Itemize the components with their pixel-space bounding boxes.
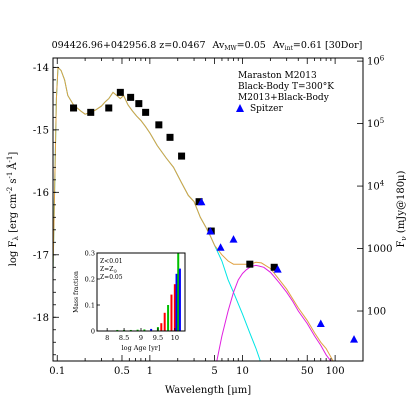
data-point-square — [178, 152, 186, 160]
inset-y-tick-label: 0.3 — [85, 250, 95, 258]
svg-text:Fν (mJy@180μ): Fν (mJy@180μ) — [396, 170, 408, 247]
inset-bar — [167, 305, 170, 331]
data-point-square — [195, 198, 203, 206]
y2-tick-label: 1000 — [367, 244, 392, 255]
y2-tick-label: 105 — [367, 117, 384, 130]
data-point-square — [270, 263, 278, 271]
inset-bar — [173, 284, 176, 331]
inset-y-tick-label: 0 — [91, 328, 95, 336]
inset-bar — [175, 273, 178, 331]
inset-y-tick-label: 0.1 — [85, 302, 95, 310]
data-point-spitzer — [216, 243, 225, 251]
inset-x-tick-label: 9 — [139, 334, 143, 342]
x-tick-label: 0.1 — [49, 366, 65, 377]
axis-ticks: 0.1 0.5 1 5 10 50 100-14-15-16-17-181061051041… — [33, 55, 393, 377]
y-tick-label: -17 — [33, 250, 49, 261]
y-tick-label: -18 — [33, 313, 49, 324]
inset-bar — [178, 268, 181, 331]
x-tick-label: 5 — [211, 366, 217, 377]
data-point-square — [166, 133, 174, 141]
x-axis-label: Wavelength [μm] — [165, 385, 251, 396]
data-point-spitzer — [273, 265, 282, 273]
inset-bar — [150, 328, 153, 331]
inset-bar — [143, 329, 146, 331]
x-tick-label: 1 — [147, 366, 153, 377]
series-line-2 — [216, 264, 332, 361]
inset-bar — [160, 323, 163, 331]
x-tick-label: 10 — [236, 366, 249, 377]
x-tick-label: 0.5 — [114, 366, 130, 377]
data-point-spitzer — [229, 235, 238, 243]
inset-y-label: Mass fraction — [73, 271, 80, 313]
y2-tick-label: 106 — [367, 55, 385, 68]
inset-x-tick-label: 8.5 — [119, 334, 129, 342]
data-point-square — [155, 121, 163, 129]
inset-legend-label: Z=Z⊙ — [100, 266, 117, 275]
inset-x-tick-label: 8 — [105, 334, 109, 342]
inset-legend: Z<0.01Z=Z⊙Z=0.05 — [100, 258, 123, 281]
legend-label: M2013+Black-Body — [238, 93, 330, 103]
data-point-spitzer — [206, 227, 215, 235]
data-point-square — [135, 100, 143, 108]
inset-bar — [170, 294, 173, 331]
plot-frame — [52, 57, 364, 362]
legend-label: Black-Body T=300°K — [238, 82, 334, 92]
y-tick-label: -14 — [33, 63, 49, 74]
y2-axis-label: Fν (mJy@180μ) — [396, 170, 408, 247]
data-point-square — [116, 88, 124, 96]
legend-marker-triangle — [236, 104, 244, 112]
data-point-square — [127, 93, 135, 101]
inset-background — [72, 245, 190, 353]
svg-text:log Fλ [erg cm-2 s-1Å-1]: log Fλ [erg cm-2 s-1Å-1] — [6, 152, 20, 267]
data-point-spitzer — [316, 319, 325, 328]
inset-bar — [136, 329, 139, 331]
data-point-square — [142, 108, 150, 116]
inset-legend-label: Z=0.05 — [100, 274, 123, 281]
inset-bar — [116, 329, 119, 331]
data-point-spitzer — [197, 197, 206, 206]
inset-bar — [129, 329, 132, 331]
points-layer — [70, 88, 359, 343]
svg-text:094426.96+042956.8 z=0.0467: 094426.96+042956.8 z=0.0467 AvMW=0.05 Av… — [52, 40, 363, 52]
data-point-spitzer — [350, 335, 359, 343]
inset-x-tick-label: 10 — [171, 334, 179, 342]
data-point-square — [70, 104, 78, 112]
inset-y-tick-label: 0.2 — [85, 276, 95, 284]
inset-bars — [116, 253, 181, 331]
data-point-square — [105, 104, 113, 112]
y2-tick-label: 104 — [367, 180, 385, 193]
data-point-square — [246, 260, 254, 268]
inset-x-tick-label: 9.5 — [153, 334, 163, 342]
y-tick-label: -16 — [33, 188, 49, 199]
y-tick-label: -15 — [33, 125, 49, 136]
x-tick-label: 50 — [301, 366, 314, 377]
inset-legend-label: Z<0.01 — [100, 258, 123, 265]
inset-ticks: 8 8.5 9 9.5 10 0 0.1 0.2 0.3 — [85, 250, 179, 343]
y2-tick-label: 100 — [367, 307, 386, 318]
inset-bar — [177, 253, 180, 331]
inset-bar — [163, 312, 166, 331]
series-line-3 — [53, 66, 334, 361]
chart-title: 094426.96+042956.8 z=0.0467 AvMW=0.05 Av… — [52, 40, 363, 52]
inset-histogram: 8 8.5 9 9.5 10 0 0.1 0.2 0.3 Z<0.01Z=Z⊙Z=0.05 lo… — [72, 245, 190, 353]
data-point-square — [87, 108, 95, 116]
legend-label: Maraston M2013 — [238, 71, 317, 81]
legend-label: Spitzer — [250, 104, 283, 114]
inset-x-label: log Age [yr] — [122, 344, 161, 352]
y-axis-label: log Fλ [erg cm-2 s-1Å-1] — [6, 152, 20, 267]
x-tick-label: 100 — [326, 366, 345, 377]
